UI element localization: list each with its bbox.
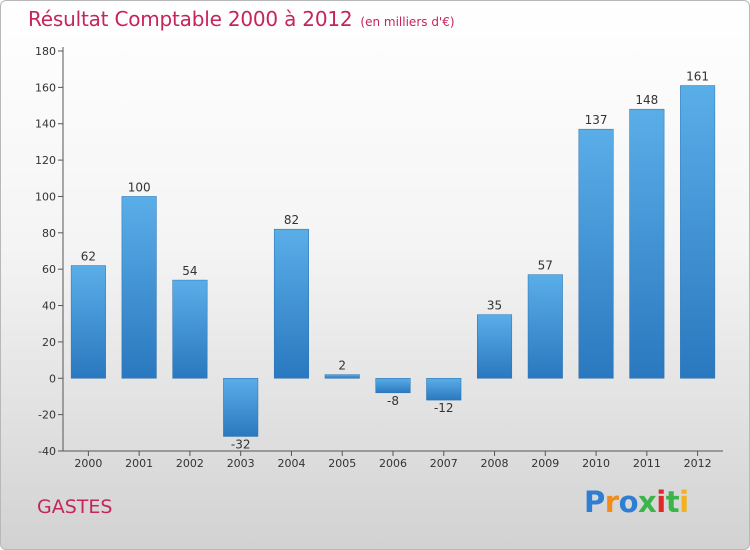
value-label: -32: [231, 437, 251, 451]
y-tick-label: 60: [42, 263, 56, 276]
x-tick-label: 2004: [277, 457, 305, 470]
x-tick-label: 2012: [684, 457, 712, 470]
y-tick-label: -40: [38, 445, 56, 458]
x-tick-label: 2003: [227, 457, 255, 470]
value-label: 35: [487, 299, 502, 313]
value-label: 2: [338, 359, 346, 373]
y-tick-label: 140: [35, 118, 56, 131]
chart-subtitle: (en milliers d'€): [360, 15, 455, 29]
bar-2007: [426, 378, 462, 401]
y-tick-label: 100: [35, 190, 56, 203]
bar-2001: [121, 196, 157, 379]
labels-group: -40 -20 0 20 40 60 80 100 120 140 160 180 2000 62 2001…: [35, 45, 712, 470]
value-label: 62: [81, 250, 96, 264]
x-tick-label: 2007: [430, 457, 458, 470]
logo-letter: r: [604, 485, 619, 519]
logo-letter: i: [656, 485, 666, 519]
logo-letter: t: [665, 485, 680, 519]
x-tick-label: 2006: [379, 457, 407, 470]
value-label: 57: [538, 259, 553, 273]
logo-letter: o: [618, 485, 639, 519]
proxiti-logo: Proxiti: [584, 488, 689, 517]
bar-2006: [375, 378, 411, 394]
bar-2008: [477, 314, 513, 379]
x-tick-label: 2008: [481, 457, 509, 470]
value-label: 54: [182, 264, 197, 278]
bar-2009: [527, 274, 563, 379]
logo-letter: i: [679, 485, 689, 519]
y-tick-label: 80: [42, 227, 56, 240]
x-tick-label: 2002: [176, 457, 204, 470]
value-label: -12: [434, 401, 454, 415]
chart-title: Résultat Comptable 2000 à 2012 (en millie…: [28, 7, 455, 31]
x-tick-label: 2011: [633, 457, 661, 470]
axes-group: [58, 47, 723, 456]
y-tick-label: 0: [49, 372, 56, 385]
x-tick-label: 2009: [531, 457, 559, 470]
x-tick-label: 2010: [582, 457, 610, 470]
x-tick-label: 2001: [125, 457, 153, 470]
logo-letter: x: [638, 485, 657, 519]
title-text: Résultat Comptable 2000 à 2012: [28, 7, 353, 31]
value-label: 148: [635, 93, 658, 107]
bars-group: [70, 85, 716, 437]
bar-2004: [273, 228, 309, 379]
y-tick-label: 40: [42, 300, 56, 313]
bar-2010: [578, 128, 614, 379]
bar-2012: [680, 85, 716, 379]
value-label: 161: [686, 70, 709, 84]
bar-2002: [172, 279, 208, 379]
y-tick-label: 120: [35, 154, 56, 167]
logo-letter: P: [584, 485, 605, 519]
bar-2005: [324, 374, 360, 379]
value-label: 137: [585, 113, 608, 127]
bar-2000: [70, 265, 106, 379]
y-tick-label: 160: [35, 81, 56, 94]
value-label: -8: [387, 394, 399, 408]
bar-2003: [223, 378, 259, 437]
bar-2011: [629, 108, 665, 379]
y-tick-label: 20: [42, 336, 56, 349]
x-tick-label: 2005: [328, 457, 356, 470]
value-label: 82: [284, 213, 299, 227]
y-tick-label: -20: [38, 409, 56, 422]
commune-name: GASTES: [37, 496, 113, 518]
y-tick-label: 180: [35, 45, 56, 58]
x-tick-label: 2000: [74, 457, 102, 470]
value-label: 100: [128, 180, 151, 194]
